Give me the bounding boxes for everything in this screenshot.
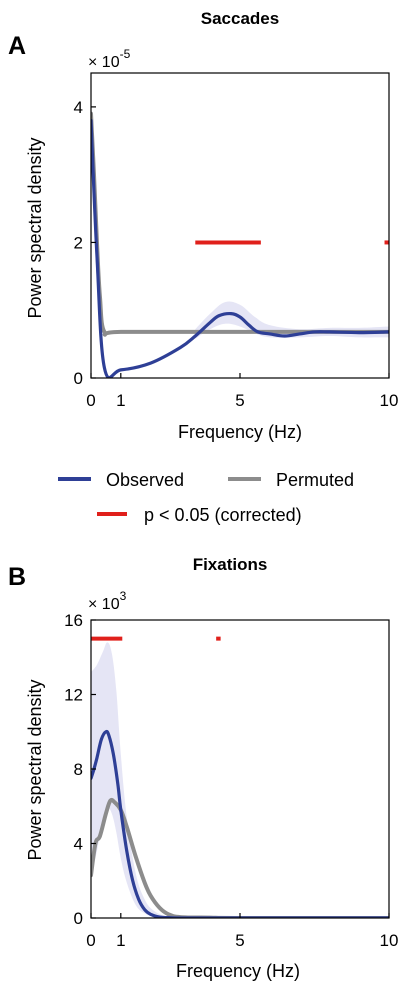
confidence-band-b: [91, 642, 181, 918]
x-axis-label-b: Frequency (Hz): [176, 961, 300, 981]
error-band-a: [195, 301, 389, 339]
y-tick-label-b-4: 4: [74, 835, 83, 854]
observed-line-a: [91, 118, 389, 378]
y-axis-label-b: Power spectral density: [25, 679, 45, 860]
y-tick-label-b-0: 0: [74, 909, 83, 928]
panel-letter-b: B: [8, 563, 26, 591]
legend-observed-label: Observed: [106, 470, 184, 490]
y-axis-label-a: Power spectral density: [25, 137, 45, 318]
observed-line-b: [91, 729, 389, 918]
chart-title-a: Saccades: [201, 9, 279, 28]
x-axis-ticks-b: 0 1 5 10: [86, 913, 398, 950]
confidence-band-a: [195, 301, 389, 339]
legend: Observed Permuted p < 0.05 (corrected): [58, 470, 354, 525]
x-tick-label-a-1: 1: [116, 391, 125, 410]
y-tick-label-a-2: 2: [74, 233, 83, 252]
y-tick-label-b-12: 12: [64, 686, 83, 705]
x-tick-label-b-5: 5: [235, 931, 244, 950]
y-tick-label-a-0: 0: [74, 369, 83, 388]
y-multiplier-b: × 103: [88, 589, 127, 613]
x-tick-label-a-10: 10: [380, 391, 399, 410]
legend-significance-label: p < 0.05 (corrected): [144, 505, 302, 525]
chart-title-b: Fixations: [193, 555, 268, 574]
legend-permuted-label: Permuted: [276, 470, 354, 490]
x-axis-label-a: Frequency (Hz): [178, 422, 302, 442]
y-multiplier-a: × 10-5: [88, 47, 131, 71]
x-tick-label-b-10: 10: [380, 931, 399, 950]
permuted-line-a: [91, 111, 389, 337]
x-tick-label-a-5: 5: [235, 391, 244, 410]
x-tick-label-b-0: 0: [86, 931, 95, 950]
y-axis-ticks-a: 0 2 4: [74, 98, 96, 388]
y-axis-ticks-b: 0 4 8 12 16: [64, 611, 96, 928]
series-lines-b: [91, 729, 389, 918]
y-tick-label-a-4: 4: [74, 98, 83, 117]
panel-a: A Saccades × 10-5 0 1 5 10 0 2 4 Frequency (H…: [8, 9, 398, 442]
panel-b: B Fixations × 103 0 1 5 10 0 4 8 12 16 Frequenc…: [8, 555, 398, 981]
x-tick-label-b-1: 1: [116, 931, 125, 950]
x-tick-label-a-0: 0: [86, 391, 95, 410]
x-axis-ticks-a: 0 1 5 10: [86, 373, 398, 410]
y-tick-label-b-16: 16: [64, 611, 83, 630]
series-lines-a: [91, 111, 389, 378]
error-band-b: [91, 642, 181, 918]
y-tick-label-b-8: 8: [74, 760, 83, 779]
panel-letter-a: A: [8, 32, 26, 60]
